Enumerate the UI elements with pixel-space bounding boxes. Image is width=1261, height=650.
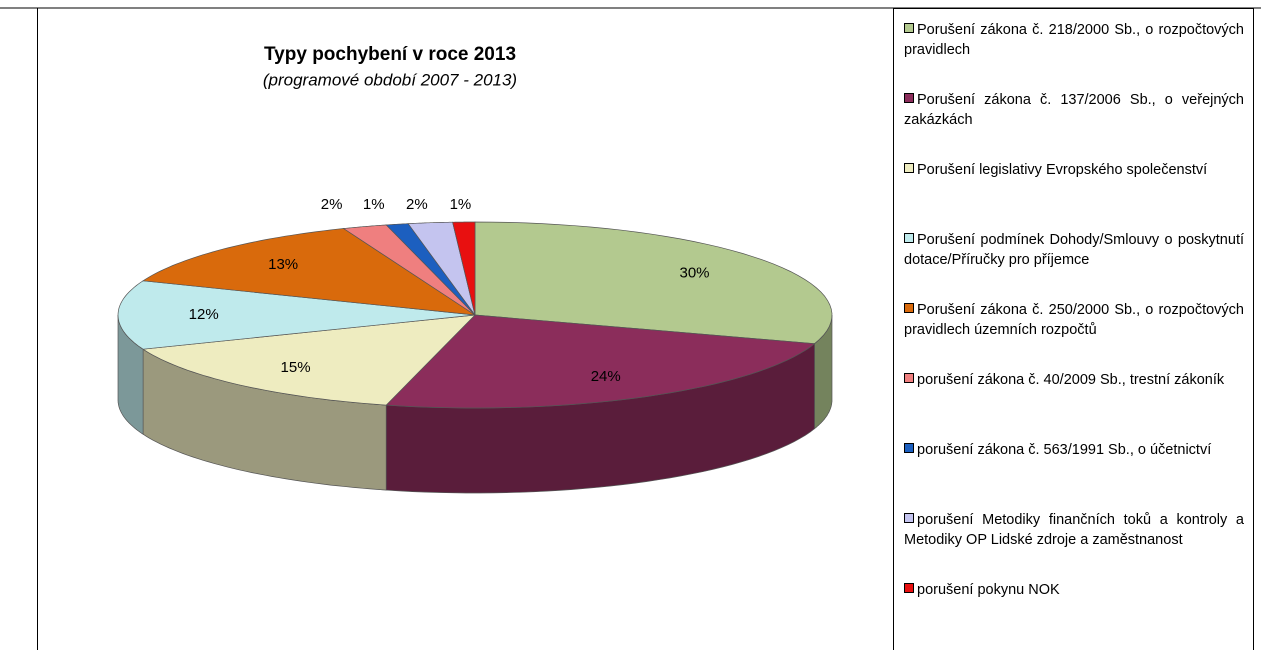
chart-title: Typy pochybení v roce 2013 bbox=[264, 44, 516, 65]
legend-entry: porušení Metodiky finančních toků a kont… bbox=[904, 510, 1244, 550]
pie-slice bbox=[342, 224, 476, 316]
legend-label: Porušení podmínek Dohody/Smlouvy o posky… bbox=[904, 232, 1244, 268]
data-label: 12% bbox=[189, 306, 219, 323]
legend-label: porušení zákona č. 563/1991 Sb., o účetn… bbox=[917, 442, 1212, 458]
data-label: 30% bbox=[679, 264, 709, 281]
legend-entry: Porušení legislativy Evropského společen… bbox=[904, 160, 1244, 180]
slice-top bbox=[142, 314, 476, 406]
legend-swatch bbox=[904, 93, 914, 103]
legend-swatch bbox=[904, 513, 914, 523]
pie-slice bbox=[117, 280, 476, 435]
slice-top bbox=[117, 280, 476, 350]
legend-entry: Porušení zákona č. 250/2000 Sb., o rozpo… bbox=[904, 300, 1244, 340]
legend-swatch bbox=[904, 23, 914, 33]
slice-top bbox=[407, 221, 476, 316]
legend-entry: porušení zákona č. 563/1991 Sb., o účetn… bbox=[904, 440, 1244, 460]
slice-top bbox=[142, 228, 476, 316]
legend-entry: porušení pokynu NOK bbox=[904, 580, 1244, 600]
pie-slice bbox=[407, 221, 476, 316]
data-label: 2% bbox=[321, 196, 343, 213]
data-label: 2% bbox=[406, 196, 428, 213]
legend-swatch bbox=[904, 163, 914, 173]
legend-label: porušení zákona č. 40/2009 Sb., trestní … bbox=[917, 372, 1225, 388]
legend-label: porušení pokynu NOK bbox=[917, 582, 1060, 598]
pie-slice bbox=[474, 221, 833, 430]
pie-slice bbox=[142, 228, 476, 316]
pie-slice bbox=[385, 223, 476, 316]
data-label: 1% bbox=[363, 196, 385, 213]
slice-top bbox=[342, 224, 476, 316]
slice-top bbox=[385, 314, 816, 409]
legend-swatch bbox=[904, 373, 914, 383]
pie-slice bbox=[452, 221, 476, 316]
chart-subtitle: (programové období 2007 - 2013) bbox=[263, 70, 517, 89]
legend-label: porušení Metodiky finančních toků a kont… bbox=[904, 512, 1244, 548]
legend-entry: Porušení zákona č. 218/2000 Sb., o rozpo… bbox=[904, 20, 1244, 60]
slice-top bbox=[452, 221, 476, 316]
pie-slice bbox=[142, 314, 476, 491]
pie-slice bbox=[385, 314, 816, 494]
legend-label: Porušení zákona č. 137/2006 Sb., o veřej… bbox=[904, 92, 1244, 128]
legend-swatch bbox=[904, 303, 914, 313]
legend-label: Porušení zákona č. 250/2000 Sb., o rozpo… bbox=[904, 302, 1244, 338]
slice-top bbox=[385, 223, 476, 316]
data-label: 15% bbox=[281, 359, 311, 376]
data-label: 13% bbox=[268, 256, 298, 273]
legend-swatch bbox=[904, 443, 914, 453]
data-label: 1% bbox=[450, 196, 472, 213]
data-label: 24% bbox=[591, 368, 621, 385]
legend-entry: porušení zákona č. 40/2009 Sb., trestní … bbox=[904, 370, 1244, 390]
legend-label: Porušení zákona č. 218/2000 Sb., o rozpo… bbox=[904, 22, 1244, 58]
legend-entry: Porušení podmínek Dohody/Smlouvy o posky… bbox=[904, 230, 1244, 270]
slice-top bbox=[474, 221, 833, 345]
legend-label: Porušení legislativy Evropského společen… bbox=[917, 162, 1208, 178]
legend-swatch bbox=[904, 583, 914, 593]
legend-swatch bbox=[904, 233, 914, 243]
legend-entry: Porušení zákona č. 137/2006 Sb., o veřej… bbox=[904, 90, 1244, 130]
legend-box bbox=[893, 8, 1254, 650]
